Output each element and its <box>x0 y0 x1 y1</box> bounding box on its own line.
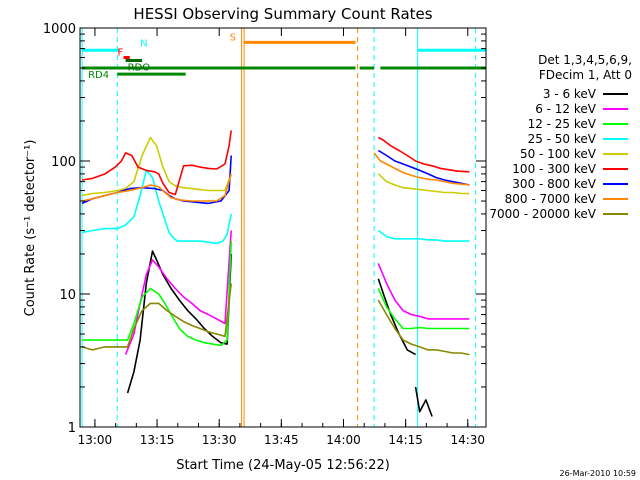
x-tick-label: 14:00 <box>326 433 361 447</box>
y-tick-label: 1 <box>68 421 76 436</box>
series-line-4-segment-1 <box>81 169 232 245</box>
series-line-2-segment-2 <box>377 263 470 320</box>
x-axis-label: Start Time (24-May-05 12:56:22) <box>176 458 390 473</box>
legend-label: 800 - 7000 keV <box>505 192 597 206</box>
x-axis: 13:00 13:15 13:30 13:45 14:00 14:15 14:30 <box>78 28 485 447</box>
y-axis-label: Count Rate (s⁻¹ detector⁻¹) <box>23 140 38 317</box>
x-tick-label: 14:15 <box>388 433 423 447</box>
series-line-5-segment-2 <box>377 173 470 195</box>
plot-frame <box>79 27 487 428</box>
legend-label: 6 - 12 keV <box>535 102 597 116</box>
footer-timestamp: 26-Mar-2010 10:59 <box>560 469 637 478</box>
series-line-4-segment-2 <box>377 229 470 242</box>
legend-label: 12 - 25 keV <box>528 117 597 131</box>
series-line-1-segment-3 <box>414 386 433 417</box>
series-line-6-segment-2 <box>377 136 470 173</box>
x-tick-label: 13:00 <box>78 433 113 447</box>
legend-label: 3 - 6 keV <box>543 87 597 101</box>
series-line-3-segment-1 <box>82 241 232 347</box>
series-line-2-segment-1 <box>124 230 232 355</box>
x-tick-label: 13:45 <box>264 433 299 447</box>
flag-label-f: F <box>118 48 124 59</box>
chart-title: HESSI Observing Summary Count Rates <box>133 5 432 23</box>
series-line-9-segment-1 <box>81 283 232 351</box>
x-tick-label: 13:15 <box>140 433 175 447</box>
legend-label: 7000 - 20000 keV <box>489 207 596 221</box>
legend-label: 100 - 300 keV <box>512 162 596 176</box>
legend: Det 1,3,4,5,6,9, FDecim 1, Att 0 3 - 6 k… <box>489 53 632 221</box>
legend-label: 25 - 50 keV <box>528 132 597 146</box>
flag-label-s: S <box>230 32 236 43</box>
x-tick-label: 13:30 <box>202 433 237 447</box>
series-line-9-segment-2 <box>377 299 470 356</box>
flag-label-rd4: RD4 <box>88 70 109 81</box>
series-line-7-segment-2 <box>377 149 470 186</box>
flag-label-n: N <box>140 38 147 49</box>
legend-header-line-2: FDecim 1, Att 0 <box>539 68 632 82</box>
series-line-8-segment-2 <box>373 152 470 186</box>
y-tick-label: 100 <box>51 155 76 170</box>
x-tick-label: 14:30 <box>450 433 485 447</box>
series-line-1-segment-2 <box>377 278 416 356</box>
plot-area: N S F RDO RD4 <box>81 28 486 427</box>
series-line-1-segment-1 <box>126 250 232 394</box>
legend-label: 50 - 100 keV <box>520 147 597 161</box>
series-line-6-segment-1 <box>81 130 232 196</box>
series-line-5-segment-1 <box>81 136 232 197</box>
legend-label: 300 - 800 keV <box>512 177 596 191</box>
y-tick-label: 1000 <box>43 22 76 37</box>
y-axis: 1 10 100 1000 <box>43 22 486 436</box>
series-line-3-segment-2 <box>377 288 470 330</box>
series-line-8-segment-1 <box>81 173 232 202</box>
y-tick-label: 10 <box>59 288 76 303</box>
flag-label-rdo: RDO <box>128 62 151 73</box>
legend-header-line-1: Det 1,3,4,5,6,9, <box>538 53 632 67</box>
